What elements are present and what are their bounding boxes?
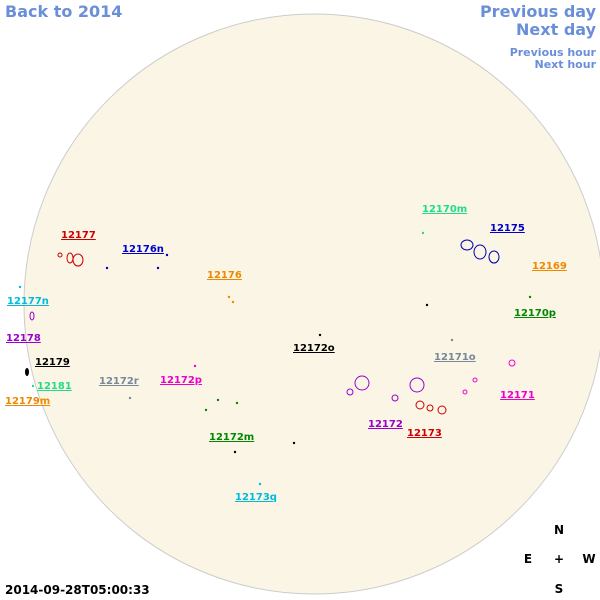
region-label: 12172 <box>368 419 403 430</box>
region-label: 12169 <box>532 261 567 272</box>
spot-group <box>57 252 447 415</box>
region-label: 12175 <box>490 223 525 234</box>
previous-hour-link[interactable]: Previous hour <box>510 46 597 59</box>
region-label: 12171 <box>500 390 535 401</box>
region-label: 12178 <box>6 333 41 344</box>
region-label: 12177n <box>7 296 49 307</box>
spot-dots <box>18 231 532 486</box>
region-label: 12172o <box>293 343 335 354</box>
compass-center: + <box>554 552 564 566</box>
region-label: 12173 <box>407 428 442 439</box>
region-label: 12179m <box>5 396 50 407</box>
region-label: 12170m <box>422 204 467 215</box>
spot-group <box>462 359 516 395</box>
previous-day-link[interactable]: Previous day <box>480 2 597 21</box>
spot-group <box>460 239 500 264</box>
compass: N E + W S <box>524 523 596 596</box>
region-label: 12176 <box>207 270 242 281</box>
compass-east: E <box>524 552 532 566</box>
sunspots <box>18 231 532 486</box>
next-day-link[interactable]: Next day <box>516 20 597 39</box>
compass-west: W <box>582 552 595 566</box>
region-label: 12179 <box>35 357 70 368</box>
region-label: 12172p <box>160 375 202 386</box>
solar-disk <box>23 13 600 595</box>
region-label: 12177 <box>61 230 96 241</box>
region-label: 12173q <box>235 492 277 503</box>
back-link[interactable]: Back to 2014 <box>5 2 122 21</box>
region-label: 12172m <box>209 432 254 443</box>
next-hour-link[interactable]: Next hour <box>535 58 597 71</box>
region-label: 12176n <box>122 244 164 255</box>
region-label: 12170p <box>514 308 556 319</box>
region-label: 12181 <box>37 381 72 392</box>
region-labels: 12177 12176n 12176 12177n 12178 12179 12… <box>5 204 567 503</box>
region-label: 12172r <box>99 376 139 387</box>
compass-north: N <box>554 523 564 537</box>
spot-group <box>29 311 425 402</box>
timestamp: 2014-09-28T05:00:33 <box>5 583 150 597</box>
region-label: 12171o <box>434 352 476 363</box>
compass-south: S <box>555 582 564 596</box>
